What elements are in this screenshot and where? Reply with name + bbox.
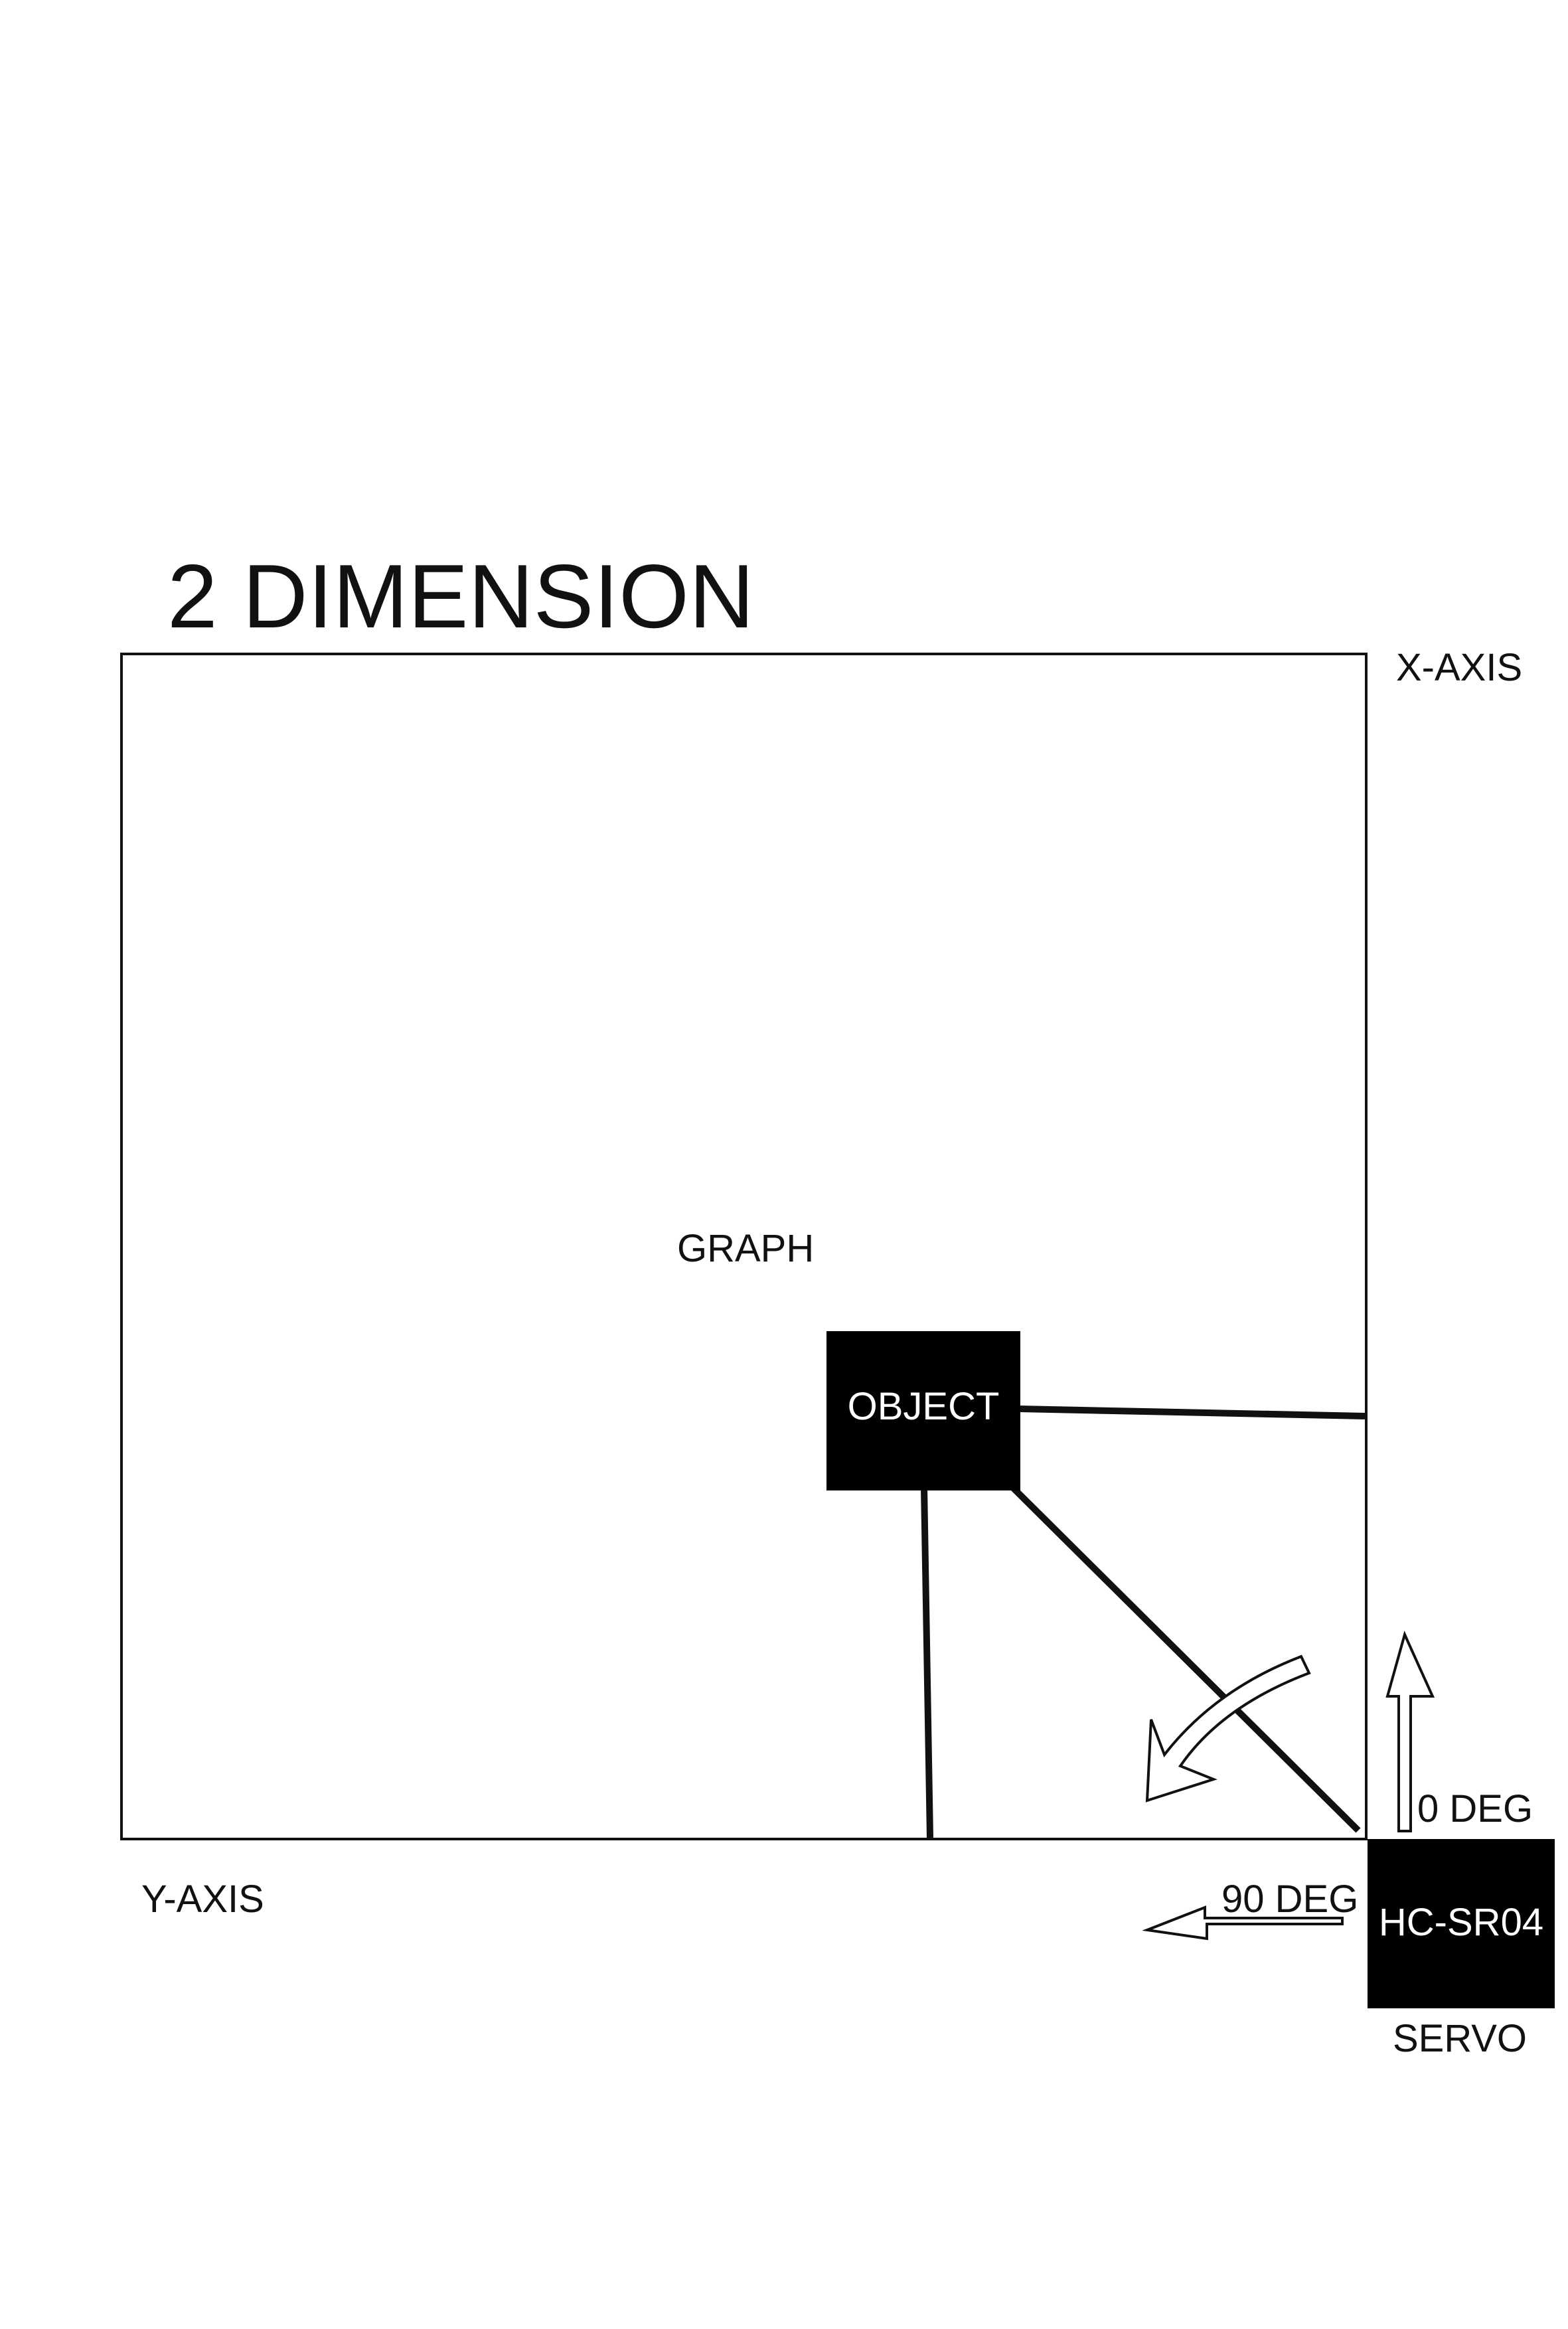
object-label: OBJECT — [848, 1385, 1000, 1428]
object-to-x-axis-line — [1018, 1405, 1366, 1419]
sweep-direction-arrow — [1145, 1654, 1311, 1803]
zero-degree-arrow — [1385, 1631, 1435, 1832]
diagram-title: 2 DIMENSION — [167, 546, 754, 647]
servo-label: SERVO — [1393, 2017, 1527, 2060]
sensor-label: HC-SR04 — [1379, 1901, 1543, 1944]
object-to-y-axis-line — [921, 1486, 933, 1838]
ninety-degree-arrow — [1142, 1905, 1344, 1941]
object-block — [826, 1331, 1020, 1490]
graph-frame — [120, 653, 1368, 1840]
object-to-sensor-line — [1010, 1485, 1361, 1833]
sensor-block — [1368, 1839, 1555, 2008]
x-axis-label: X-AXIS — [1396, 646, 1522, 689]
zero-degree-label: 0 DEG — [1417, 1787, 1533, 1830]
ninety-degree-label: 90 DEG — [1221, 1878, 1358, 1921]
y-axis-label: Y-AXIS — [141, 1878, 264, 1921]
graph-label: GRAPH — [677, 1227, 814, 1270]
